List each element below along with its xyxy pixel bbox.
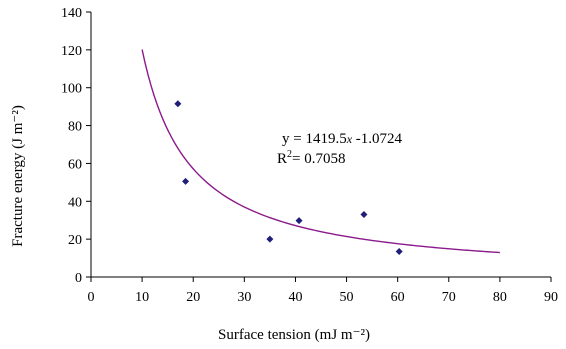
y-tick-label: 40: [68, 195, 82, 210]
data-point: [295, 217, 303, 225]
data-point: [266, 235, 274, 243]
x-tick-label: 50: [340, 290, 354, 305]
data-point: [395, 247, 403, 255]
data-point: [360, 211, 368, 219]
data-point: [174, 100, 182, 108]
data-points: [174, 100, 403, 255]
y-tick-label: 80: [68, 120, 82, 135]
x-tick-label: 70: [442, 290, 456, 305]
y-tick-label: 20: [68, 233, 82, 248]
y-tick-label: 100: [61, 82, 82, 97]
y-tick-label: 140: [61, 6, 82, 21]
x-tick-label: 90: [544, 290, 558, 305]
y-axis-ticks: 0 20 40 60 80 100 120 140: [61, 6, 91, 286]
x-tick-label: 0: [88, 290, 95, 305]
r2-prefix: R: [277, 151, 287, 167]
r-squared-annotation: R2= 0.7058: [277, 149, 345, 167]
equation-prefix: y = 1419.5: [282, 131, 347, 147]
equation-annotation: y = 1419.5x -1.0724: [282, 131, 403, 147]
equation-suffix: -1.0724: [352, 131, 402, 147]
x-tick-label: 20: [186, 290, 200, 305]
y-axis-title: Fracture energy (J m⁻²): [10, 105, 26, 247]
y-tick-label: 60: [68, 157, 82, 172]
x-axis-ticks: 0 10 20 30 40 50 60 70 80 90: [88, 277, 558, 305]
x-tick-label: 40: [288, 290, 302, 305]
data-point: [182, 177, 190, 185]
x-axis-title: Surface tension (mJ m⁻²): [218, 327, 370, 343]
power-trendline: [141, 49, 500, 254]
r2-suffix: = 0.7058: [292, 151, 345, 167]
y-tick-label: 0: [75, 271, 82, 286]
x-tick-label: 60: [391, 290, 405, 305]
r2-superscript: 2: [287, 149, 292, 160]
x-tick-label: 10: [135, 290, 149, 305]
equation-x: x: [346, 132, 353, 146]
y-tick-label: 120: [61, 44, 82, 59]
x-tick-label: 80: [493, 290, 507, 305]
x-tick-label: 30: [237, 290, 251, 305]
